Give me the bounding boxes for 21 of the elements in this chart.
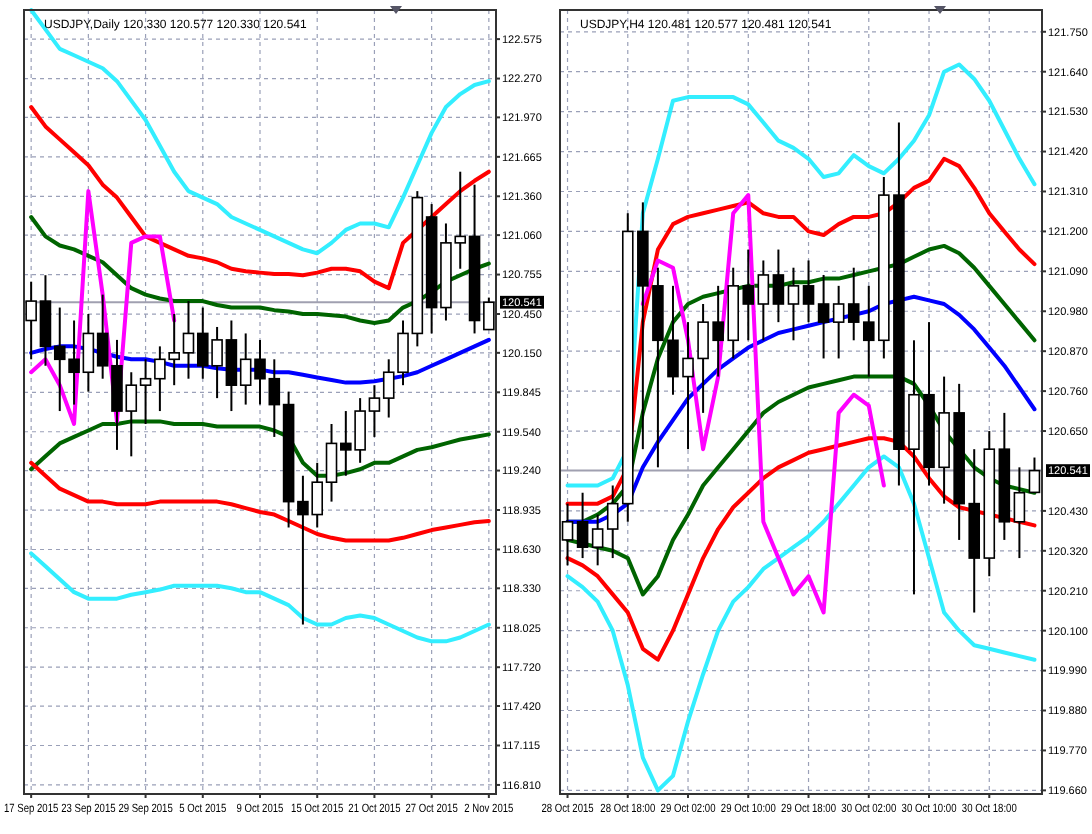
line-series bbox=[29, 215, 491, 326]
candlestick bbox=[787, 266, 800, 342]
line-series bbox=[565, 156, 1037, 506]
candlestick bbox=[802, 259, 815, 324]
candlestick bbox=[772, 248, 785, 324]
line-series bbox=[640, 193, 886, 615]
candlestick bbox=[591, 513, 604, 567]
candlestick bbox=[576, 491, 589, 560]
line-series bbox=[29, 189, 177, 426]
candlestick bbox=[1028, 456, 1041, 494]
line-series bbox=[29, 551, 491, 644]
line-series bbox=[29, 460, 491, 543]
candlestick bbox=[1013, 466, 1026, 560]
line-series bbox=[29, 105, 491, 291]
candlestick bbox=[817, 273, 830, 360]
candlestick bbox=[757, 259, 770, 342]
candlestick bbox=[832, 284, 845, 360]
line-series bbox=[565, 454, 1037, 793]
line-series bbox=[565, 436, 1037, 662]
candlestick bbox=[561, 502, 574, 567]
line-series bbox=[29, 8, 491, 256]
